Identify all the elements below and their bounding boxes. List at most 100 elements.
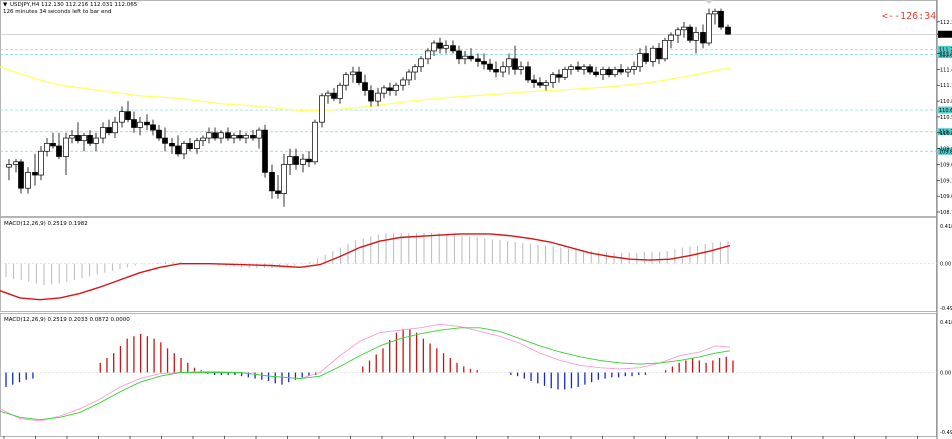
candle-body: [56, 145, 62, 157]
candle-body: [531, 79, 537, 83]
candle-body: [350, 71, 356, 76]
candle-body: [456, 50, 462, 60]
candle-body: [525, 66, 531, 81]
candle-body: [250, 135, 256, 139]
candle-body: [512, 58, 518, 70]
macd2-main-line: [0, 323, 731, 422]
current-price-tag: [938, 30, 952, 38]
candle-body: [381, 87, 387, 94]
candle-body: [119, 111, 125, 123]
candle-body: [169, 142, 175, 147]
candle-body: [162, 137, 168, 144]
candle-body: [537, 82, 543, 86]
price-tick-label: 109.0: [940, 194, 952, 200]
candle-body: [706, 13, 712, 44]
candle-body: [375, 92, 381, 102]
candle-body: [32, 172, 38, 176]
price-tick-label: 109.3: [940, 178, 952, 184]
macd2-label: MACD(12,26,9) 0.2519 0.2033 0.0872 0.000…: [4, 317, 130, 323]
candle-body: [556, 74, 562, 78]
candle-body: [38, 150, 44, 176]
price-panel-frame: [0, 0, 937, 217]
candle-body: [543, 82, 549, 86]
candle-body: [13, 161, 19, 165]
candle-body: [6, 164, 12, 168]
candle-body: [212, 132, 218, 139]
candle-body: [356, 71, 362, 83]
candle-body: [675, 29, 681, 36]
candle-body: [125, 111, 131, 120]
candle-body: [112, 121, 118, 134]
candle-body: [443, 45, 449, 49]
price-tick-label: 108.7: [940, 210, 952, 216]
candle-body: [100, 127, 106, 139]
candle-body: [493, 69, 499, 73]
candle-body: [412, 66, 418, 73]
candle-body: [150, 124, 156, 131]
candle-body: [725, 26, 731, 35]
chart-menu-arrow-icon[interactable]: ▼: [3, 2, 8, 8]
level-tag: [938, 51, 952, 59]
candle-body: [500, 66, 506, 73]
candle-body: [562, 69, 568, 78]
candle-body: [262, 129, 268, 173]
countdown-line: 126 minutes 34 seconds left to bar end: [3, 9, 111, 15]
macd2-tick-label: 0.418: [940, 320, 952, 326]
macd1-panel: 0.418 0.00 -0.492: [0, 224, 952, 312]
symbol-line: USDJPY,H4 112.130 112.216 112.031 112.06…: [10, 2, 138, 8]
candle-body: [481, 61, 487, 65]
candle-body: [319, 95, 325, 123]
candle-body: [625, 69, 631, 73]
candle-body: [25, 172, 31, 189]
candle-body: [331, 92, 337, 99]
candle-body: [693, 32, 699, 41]
candle-body: [231, 135, 237, 139]
level-tag: [938, 128, 952, 136]
candle-body: [487, 63, 493, 70]
candle-body: [643, 53, 649, 62]
candle-body: [93, 137, 99, 144]
candle-body: [631, 66, 637, 70]
price-tick-label: 111.7: [940, 52, 952, 58]
candle-body: [606, 69, 612, 76]
candle-body: [593, 71, 599, 76]
level-tag: [938, 106, 952, 114]
level-tag-label: 111.78: [939, 47, 952, 53]
candle-body: [506, 58, 512, 68]
candle-body: [281, 164, 287, 194]
candle-body: [618, 69, 624, 73]
candle-body: [587, 66, 593, 73]
macd2-tick-label: -0.492: [940, 430, 952, 436]
candle-body: [450, 45, 456, 52]
candle-body: [156, 129, 162, 139]
macd2-tick-label: 0.00: [940, 371, 951, 377]
price-tick-label: 112.3: [940, 20, 952, 26]
candle-body: [218, 132, 224, 139]
chart-shift-marker-icon[interactable]: [705, 0, 713, 4]
candle-body: [600, 69, 606, 76]
level-tag-label: 110.63: [939, 108, 952, 114]
candle-body: [300, 158, 306, 165]
candle-body: [287, 156, 293, 165]
candle-body: [425, 50, 431, 60]
price-tick-label: 111.4: [940, 67, 952, 73]
macd1-signal-line: [0, 233, 731, 301]
candle-body: [475, 58, 481, 62]
price-tick-label: 110.8: [940, 99, 952, 105]
candle-body: [293, 156, 299, 165]
macd2-panel: 0.418 0.00 -0.492: [0, 320, 952, 436]
price-tick-label: 112.065: [940, 32, 952, 38]
candle-body: [393, 84, 399, 91]
candle-body: [637, 53, 643, 68]
candle-body: [437, 42, 443, 49]
candle-body: [712, 10, 718, 15]
candle-body: [194, 140, 200, 149]
level-tag-label: 109.85: [939, 149, 952, 155]
candle-body: [275, 190, 281, 194]
candle-body: [312, 121, 318, 163]
candle-body: [131, 119, 137, 128]
candle-body: [650, 47, 656, 62]
level-tag: [938, 45, 952, 53]
candle-body: [368, 90, 374, 102]
